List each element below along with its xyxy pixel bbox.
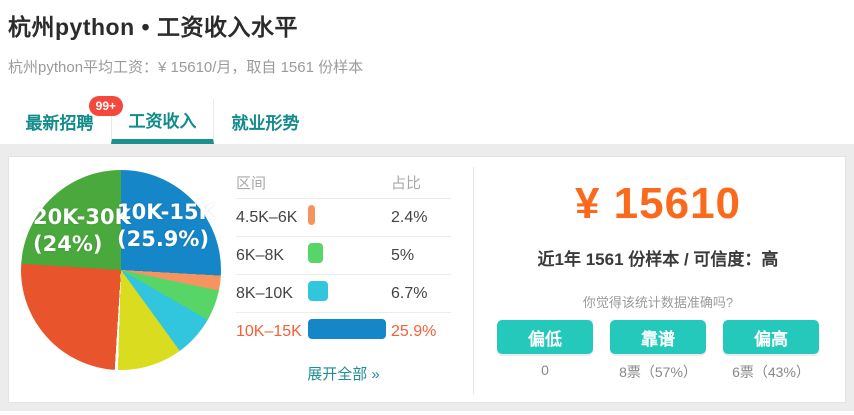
vote-count-high: 6票（43%）	[732, 364, 810, 380]
tab-bar: 最新招聘 99+ 工资收入 就业形势	[8, 96, 854, 144]
range-bar	[308, 319, 386, 339]
table-row: 4.5K–6K 2.4%	[236, 198, 451, 236]
pie-chart-graphic	[21, 170, 221, 370]
table-header-row: 区间 占比	[236, 172, 451, 198]
range-bar	[308, 281, 329, 301]
vote-count-reliable: 8票（57%）	[619, 364, 697, 380]
average-salary-value: ¥ 15610	[574, 179, 742, 228]
vote-question: 你觉得该统计数据准确吗?	[582, 295, 734, 310]
pie-label-20k-30k: 20K-30K (24%)	[33, 204, 131, 258]
table-header-percent: 占比	[391, 175, 422, 192]
percent-value: 25.9%	[391, 322, 437, 340]
content-area: 20K-30K (24%) 10K-15K (25.9%) 区间 占比 4.5K…	[0, 144, 854, 411]
pie-label-10k-15k: 10K-15K (25.9%)	[117, 199, 215, 253]
range-bar	[308, 243, 323, 263]
range-label: 10K–15K	[236, 322, 302, 340]
table-row-highlighted: 10K–15K 25.9%	[236, 312, 451, 350]
tab-latest-jobs[interactable]: 最新招聘 99+	[8, 96, 123, 144]
page-header: 杭州python • 工资收入水平 杭州python平均工资：¥ 15610/月…	[0, 0, 854, 144]
percent-value: 2.4%	[391, 208, 428, 226]
table-row: 8K–10K 6.7%	[236, 274, 451, 312]
tab-badge-count: 99+	[88, 96, 123, 116]
pie-label-20k-30k-pct: (24%)	[33, 232, 103, 256]
pie-label-10k-15k-pct: (25.9%)	[117, 227, 210, 251]
range-label: 8K–10K	[236, 284, 293, 302]
range-label: 4.5K–6K	[236, 208, 298, 226]
tab-employment-trend[interactable]: 就业形势	[214, 99, 317, 144]
pie-chart: 20K-30K (24%) 10K-15K (25.9%)	[21, 170, 221, 370]
vote-counts: 0 8票（57%） 6票（43%）	[474, 362, 842, 382]
tab-salary-income[interactable]: 工资收入	[111, 99, 214, 144]
expand-all-link[interactable]: 展开全部 »	[307, 366, 380, 383]
vote-high-button[interactable]: 偏高	[723, 320, 819, 354]
table-row: 6K–8K 5%	[236, 236, 451, 274]
tab-employment-trend-label: 就业形势	[231, 114, 300, 133]
tab-salary-income-label: 工资收入	[128, 111, 197, 131]
salary-range-table: 区间 占比 4.5K–6K 2.4% 6K–8K 5% 8K–10K 6.7% …	[236, 172, 451, 384]
percent-value: 5%	[391, 246, 415, 264]
range-bar	[308, 205, 316, 225]
vote-low-button[interactable]: 偏低	[497, 320, 593, 354]
vote-count-low: 0	[541, 362, 549, 378]
vote-reliable-button[interactable]: 靠谱	[610, 320, 706, 354]
page-title: 杭州python • 工资收入水平	[8, 14, 298, 40]
vertical-divider	[473, 167, 474, 394]
sample-info: 近1年 1561 份样本 / 可信度：高	[537, 250, 779, 269]
summary-panel: ¥ 15610 近1年 1561 份样本 / 可信度：高 你觉得该统计数据准确吗…	[474, 157, 842, 402]
table-header-range: 区间	[236, 175, 267, 192]
salary-stats-card: 20K-30K (24%) 10K-15K (25.9%) 区间 占比 4.5K…	[8, 156, 846, 403]
pie-label-10k-15k-range: 10K-15K	[117, 200, 215, 224]
percent-value: 6.7%	[391, 284, 428, 302]
tab-latest-jobs-label: 最新招聘	[25, 114, 94, 133]
range-label: 6K–8K	[236, 246, 285, 264]
pie-label-20k-30k-range: 20K-30K	[33, 205, 131, 229]
vote-buttons: 偏低 靠谱 偏高	[474, 320, 842, 354]
page-subtitle: 杭州python平均工资：¥ 15610/月，取自 1561 份样本	[8, 59, 364, 76]
